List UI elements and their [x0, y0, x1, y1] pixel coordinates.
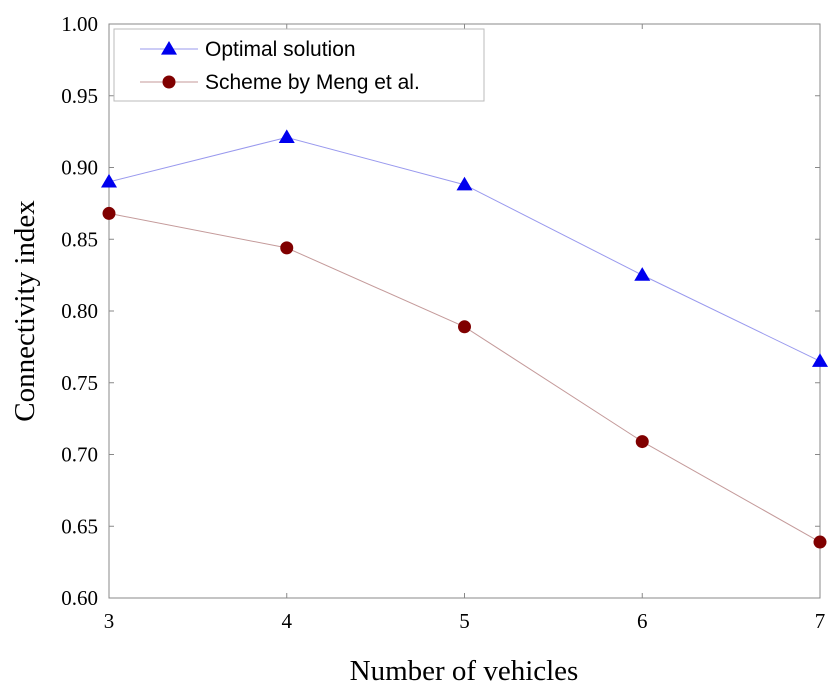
y-tick-label: 1.00 [61, 12, 98, 36]
series [101, 129, 828, 549]
y-tick-label: 0.60 [61, 586, 98, 610]
y-axis-title: Connectivity index [9, 200, 41, 422]
ticks: 0.60 0.65 0.70 0.75 0.80 0.85 0.90 0.95 1.00 3 4 5 6… [61, 12, 825, 633]
legend-box [113, 28, 485, 102]
y-tick-label: 0.95 [61, 84, 98, 108]
series-2 [102, 206, 827, 549]
data-point [812, 353, 828, 367]
data-point [634, 267, 651, 281]
plot-frame [108, 23, 821, 599]
data-point [635, 435, 649, 449]
y-tick-label: 0.85 [61, 227, 98, 251]
data-point [280, 241, 294, 255]
legend-label: Scheme by Meng et al. [205, 71, 420, 94]
legend-label: Optimal solution [205, 38, 356, 61]
legend-marker [161, 41, 177, 55]
x-tick-label: 3 [104, 609, 115, 633]
legend-item: Scheme by Meng et al. [140, 71, 420, 94]
y-tick-label: 0.90 [61, 156, 98, 180]
series-line [108, 212, 821, 543]
data-point [813, 535, 827, 549]
y-tick-label: 0.70 [61, 443, 98, 467]
legend: Optimal solution Scheme by Meng et al. [113, 28, 485, 102]
x-tick-label: 5 [459, 609, 470, 633]
x-axis-title: Number of vehicles [350, 655, 579, 687]
legend-marker [162, 75, 176, 89]
x-tick-label: 6 [637, 609, 648, 633]
data-point [102, 206, 116, 220]
y-tick-label: 0.80 [61, 299, 98, 323]
x-tick-label: 4 [282, 609, 293, 633]
y-tick-label: 0.65 [61, 514, 98, 538]
series-1 [101, 129, 828, 367]
y-tick-label: 0.75 [61, 371, 98, 395]
data-point [278, 129, 295, 143]
data-point [456, 176, 473, 191]
data-point [458, 320, 471, 334]
x-tick-label: 7 [815, 609, 826, 633]
axes [108, 23, 821, 599]
legend-item: Optimal solution [140, 38, 356, 61]
data-point [101, 173, 117, 188]
